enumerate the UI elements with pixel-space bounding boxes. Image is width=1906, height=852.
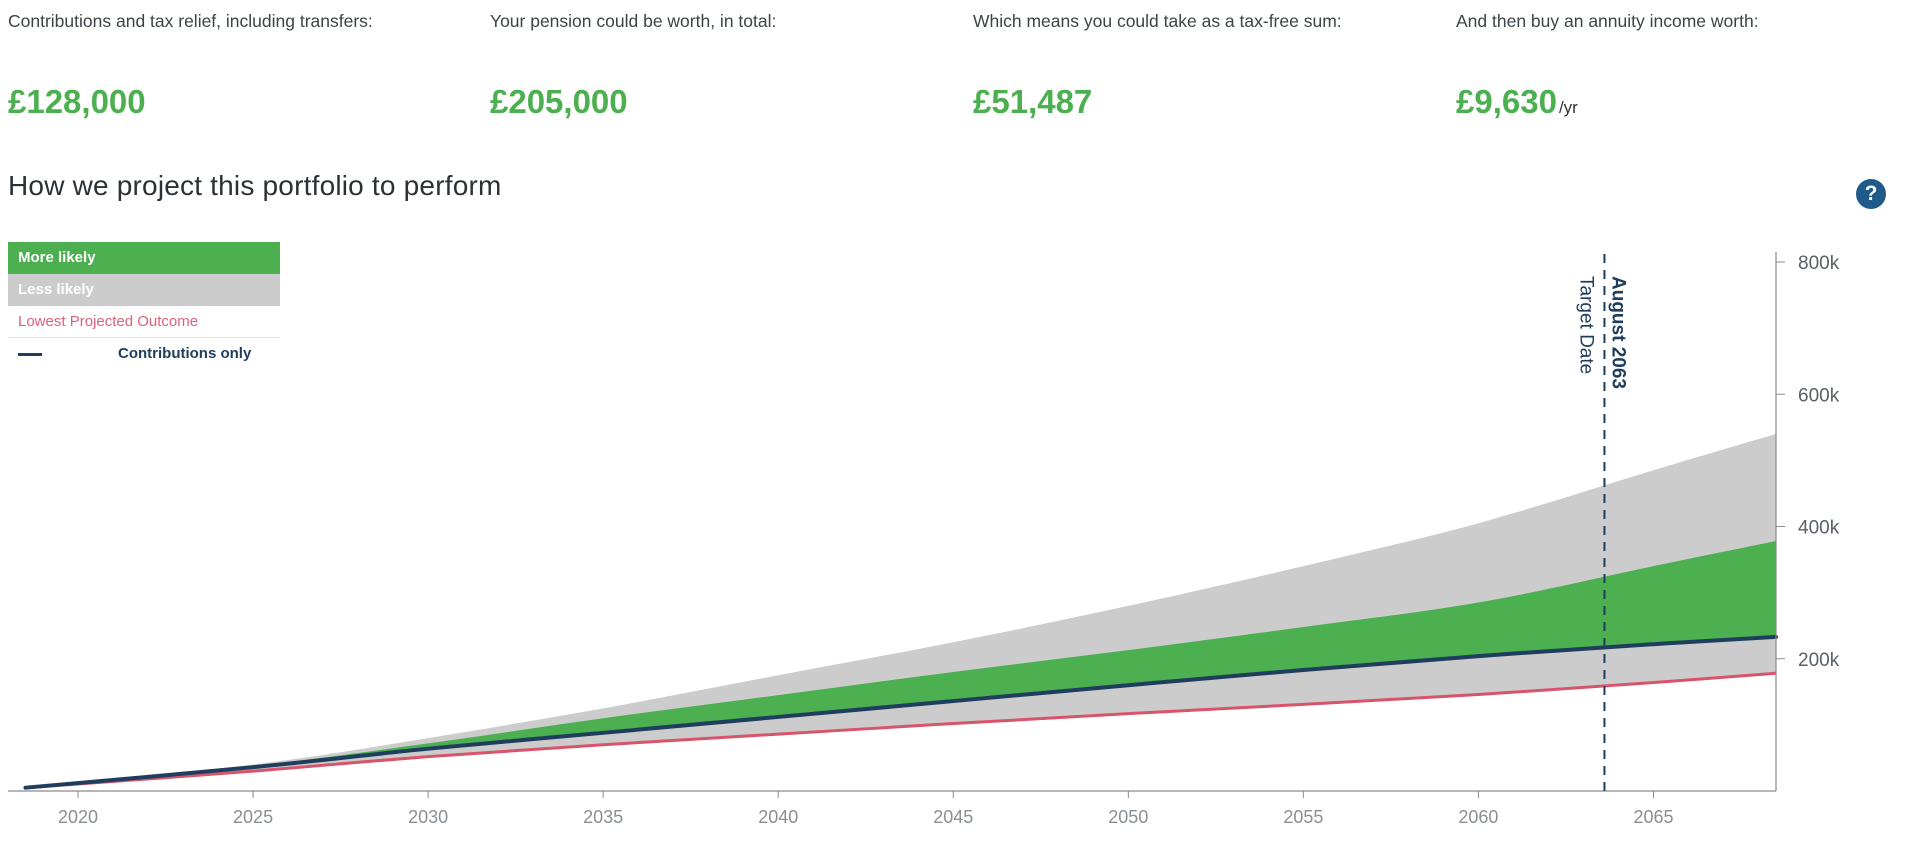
question-circle-icon[interactable]: ?: [1856, 179, 1886, 209]
chart-title: How we project this portfolio to perform: [8, 170, 502, 201]
target-date-value: August 2063: [1607, 276, 1628, 389]
summary-panel: Contributions and tax relief, including …: [0, 0, 1906, 130]
y-tick-label: 800k: [1798, 253, 1840, 274]
x-tick-label: 2060: [1458, 807, 1498, 827]
x-tick-label: 2040: [758, 807, 798, 827]
less-likely-band: [25, 433, 1776, 788]
legend-more-likely[interactable]: More likely: [8, 242, 280, 274]
contributions-value: £128,000: [8, 83, 146, 120]
lowest-projected-line: [25, 671, 1777, 790]
legend-contributions-label: Contributions only: [118, 345, 252, 362]
x-tick-label: 2035: [583, 807, 623, 827]
annuity-income-label: And then buy an annuity income worth:: [1456, 11, 1759, 31]
legend-less-likely[interactable]: Less likely: [8, 274, 280, 306]
annuity-income-value: £9,630/yr: [1456, 83, 1578, 120]
y-tick-label: 200k: [1798, 650, 1840, 671]
target-date-label: Target Date: [1575, 276, 1596, 374]
legend-lowest-projected[interactable]: Lowest Projected Outcome: [8, 306, 280, 338]
y-tick-label: 400k: [1798, 518, 1840, 539]
contributions-only-line: [23, 634, 1778, 790]
x-tick-label: 2025: [233, 807, 273, 827]
tax-free-sum-value: £51,487: [973, 83, 1093, 120]
x-tick-label: 2045: [933, 807, 973, 827]
y-tick-label: 600k: [1798, 385, 1840, 406]
annuity-income-summary: And then buy an annuity income worth: £9…: [1456, 8, 1856, 120]
legend-contributions-only[interactable]: Contributions only: [8, 338, 280, 370]
tax-free-sum-label: Which means you could take as a tax-free…: [973, 11, 1342, 31]
x-tick-label: 2030: [408, 807, 448, 827]
x-tick-label: 2020: [58, 807, 98, 827]
chart-legend: More likely Less likely Lowest Projected…: [8, 242, 280, 370]
projection-chart: 2020 2025 2030 2035 2040 2045 2050 2055 2060 2065…: [8, 252, 1840, 827]
pension-worth-value: £205,000: [490, 83, 628, 120]
contributions-label: Contributions and tax relief, including …: [8, 11, 373, 31]
pension-worth-summary: Your pension could be worth, in total: £…: [490, 8, 890, 120]
pension-worth-label: Your pension could be worth, in total:: [490, 11, 777, 31]
x-tick-label: 2050: [1108, 807, 1148, 827]
annuity-unit: /yr: [1558, 98, 1578, 117]
contributions-swatch: [18, 352, 42, 356]
x-tick-label: 2055: [1283, 807, 1323, 827]
x-tick-label: 2065: [1633, 807, 1673, 827]
contributions-summary: Contributions and tax relief, including …: [8, 8, 408, 120]
tax-free-sum-summary: Which means you could take as a tax-free…: [973, 8, 1373, 120]
